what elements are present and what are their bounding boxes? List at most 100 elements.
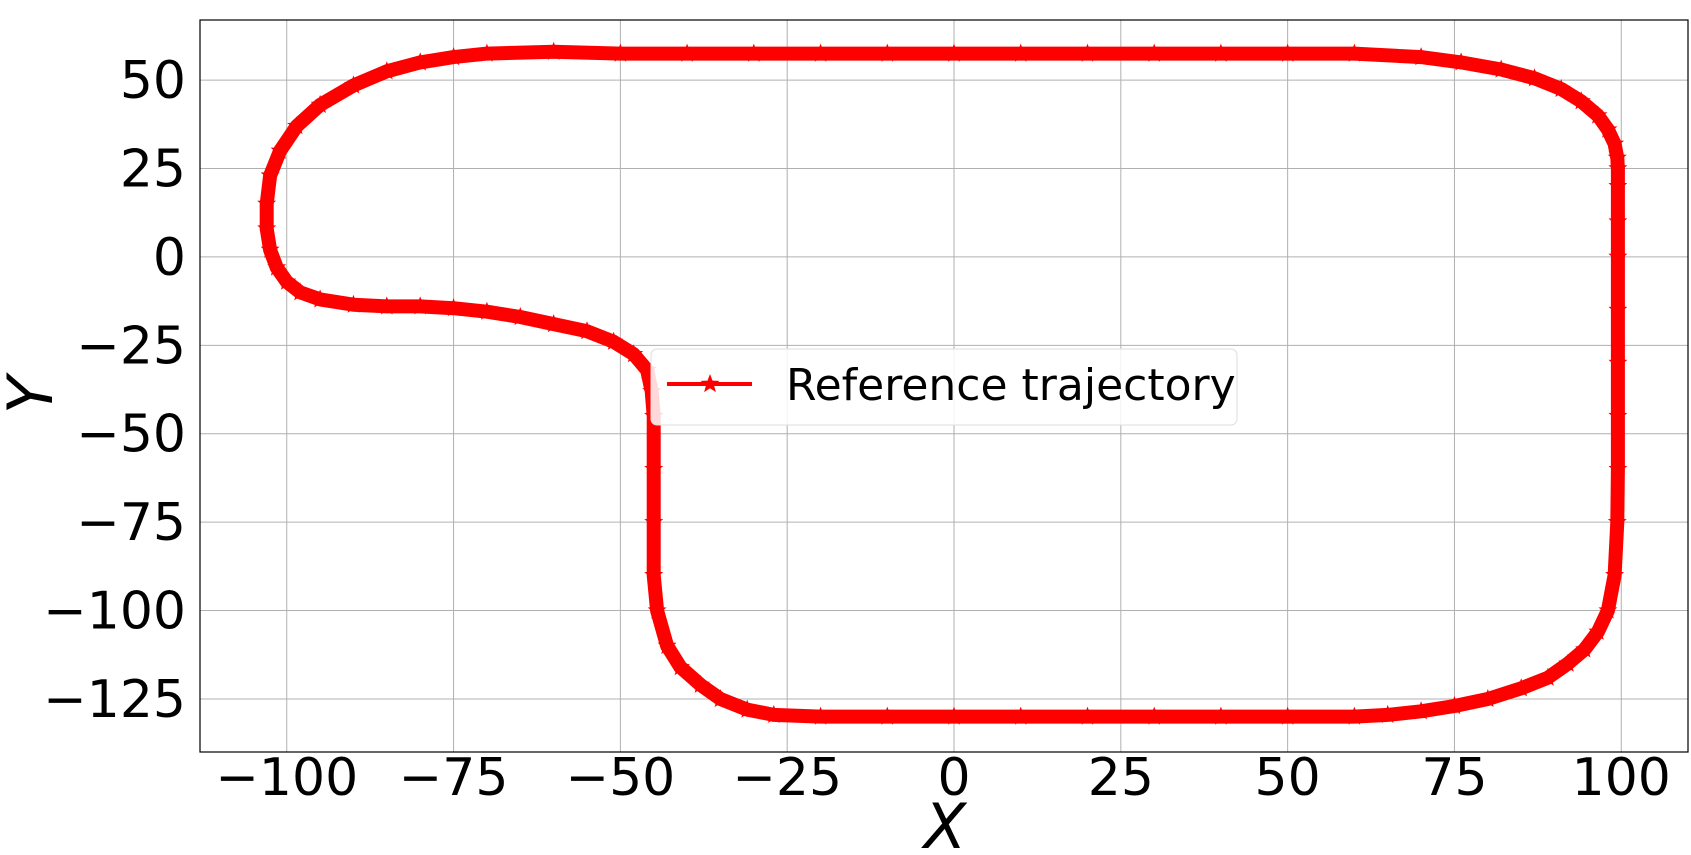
trajectory-point-marker — [811, 43, 831, 62]
y-tick-label: −75 — [76, 493, 186, 553]
y-axis-label: Y — [0, 372, 67, 414]
y-tick-label: −50 — [76, 405, 186, 465]
trajectory-point-marker — [944, 43, 964, 62]
trajectory-point-marker — [1411, 47, 1431, 66]
plot-frame — [199, 19, 1689, 753]
trajectory-point-marker — [1608, 246, 1628, 265]
tick-labels: −100 −75 −50 −25 0 25 50 75 100 50 25 0 −25 −50 −75 −10… — [43, 51, 1671, 808]
trajectory-point-marker — [260, 239, 280, 258]
trajectory-point-marker — [1011, 706, 1031, 725]
trajectory-point-marker — [270, 140, 290, 159]
x-tick-label: 25 — [1088, 748, 1154, 808]
y-tick-label: −25 — [76, 316, 186, 376]
y-tick-label: 0 — [153, 228, 186, 288]
legend-box — [650, 348, 1238, 426]
y-tick-label: 25 — [120, 140, 186, 200]
trajectory-point-marker — [1607, 512, 1627, 531]
trajectory-point-marker — [377, 296, 397, 315]
trajectory-point-marker — [1608, 353, 1628, 372]
trajectory-point-marker — [257, 193, 277, 212]
trajectory-point-marker — [1078, 706, 1097, 725]
trajectory-point-marker — [444, 298, 464, 317]
trajectory-point-marker — [1608, 300, 1628, 319]
legend-entry-reference-trajectory: Reference trajectory — [786, 360, 1236, 411]
trajectory-point-marker — [877, 43, 897, 62]
trajectory-point-marker — [477, 301, 497, 320]
trajectory-point-marker — [1344, 706, 1364, 725]
x-axis-label: X — [921, 790, 968, 850]
trajectory-point-marker — [544, 314, 564, 333]
trajectory-point-marker — [577, 321, 597, 340]
trajectory-point-marker — [257, 218, 277, 237]
trajectory-point-marker — [1144, 706, 1164, 725]
trajectory-point-marker — [310, 94, 330, 113]
legend-star-marker — [700, 374, 720, 393]
trajectory-point-marker — [287, 116, 307, 135]
trajectory-point-marker — [1571, 91, 1591, 110]
y-tick-label: −100 — [43, 582, 186, 642]
trajectory-point-marker — [1278, 706, 1298, 725]
trajectory-point-marker — [1378, 704, 1398, 723]
trajectory-point-marker — [1605, 133, 1625, 152]
trajectory-point-marker — [410, 52, 430, 71]
trajectory-point-marker — [477, 43, 497, 62]
trajectory-point-marker — [737, 699, 757, 718]
trajectory-point-marker — [1511, 678, 1531, 697]
x-tick-label: −75 — [399, 748, 509, 808]
trajectory-point-marker — [1608, 176, 1628, 195]
trajectory-point-marker — [744, 43, 764, 62]
trajectory-point-marker — [1011, 43, 1031, 62]
trajectory-point-marker — [670, 657, 690, 676]
trajectory-point-marker — [624, 344, 644, 363]
trajectory-point-marker — [764, 704, 784, 723]
trajectory-point-marker — [377, 61, 397, 80]
trajectory-point-marker — [344, 75, 363, 94]
x-tick-label: 0 — [937, 748, 970, 808]
trajectory-point-marker — [657, 635, 677, 654]
grid — [200, 20, 1688, 752]
trajectory-point-marker — [1588, 621, 1608, 640]
trajectory-point-marker — [637, 360, 657, 379]
trajectory-point-marker — [267, 257, 287, 276]
trajectory-point-marker — [1211, 43, 1231, 62]
series-layer — [257, 41, 1628, 725]
trajectory-point-marker — [610, 43, 630, 62]
x-tick-label: −50 — [566, 748, 676, 808]
trajectory-point-marker — [444, 47, 464, 66]
y-tick-label: 50 — [120, 51, 186, 111]
trajectory-point-marker — [1551, 79, 1571, 97]
trajectory-point-marker — [344, 294, 363, 313]
trajectory-point-marker — [711, 689, 730, 707]
trajectory-point-marker — [1598, 119, 1618, 138]
trajectory-point-marker — [1411, 701, 1431, 720]
trajectory-point-marker — [1491, 59, 1511, 78]
trajectory-point-marker — [944, 706, 964, 725]
trajectory-point-marker — [1444, 696, 1464, 715]
trajectory-point-marker — [1478, 689, 1498, 707]
trajectory-point-marker — [1525, 68, 1544, 87]
trajectory-point-marker — [644, 512, 664, 531]
trajectory-point-marker — [510, 307, 530, 326]
trajectory-point-marker — [647, 600, 667, 619]
trajectory-point-marker — [1538, 667, 1558, 686]
trajectory-point-marker — [1607, 147, 1627, 166]
trajectory-point-marker — [1344, 43, 1364, 62]
trajectory-point-marker — [1575, 639, 1595, 658]
trajectory-point-marker — [1588, 105, 1608, 124]
x-tick-label: 100 — [1572, 748, 1671, 808]
trajectory-point-marker — [877, 706, 897, 725]
trajectory-point-marker — [644, 459, 664, 478]
trajectory-point-marker — [1605, 565, 1625, 584]
trajectory-point-marker — [410, 296, 430, 315]
trajectory-point-marker — [277, 271, 297, 290]
trajectory-point-marker — [260, 165, 280, 184]
trajectory-point-marker — [1451, 52, 1471, 71]
legend: Reference trajectory — [650, 348, 1238, 426]
x-tick-label: 75 — [1421, 748, 1487, 808]
trajectory-point-marker — [310, 289, 330, 308]
x-tick-label: 50 — [1255, 748, 1321, 808]
trajectory-point-marker — [1144, 43, 1164, 62]
trajectory-point-marker — [544, 41, 564, 60]
trajectory-point-marker — [811, 706, 831, 725]
